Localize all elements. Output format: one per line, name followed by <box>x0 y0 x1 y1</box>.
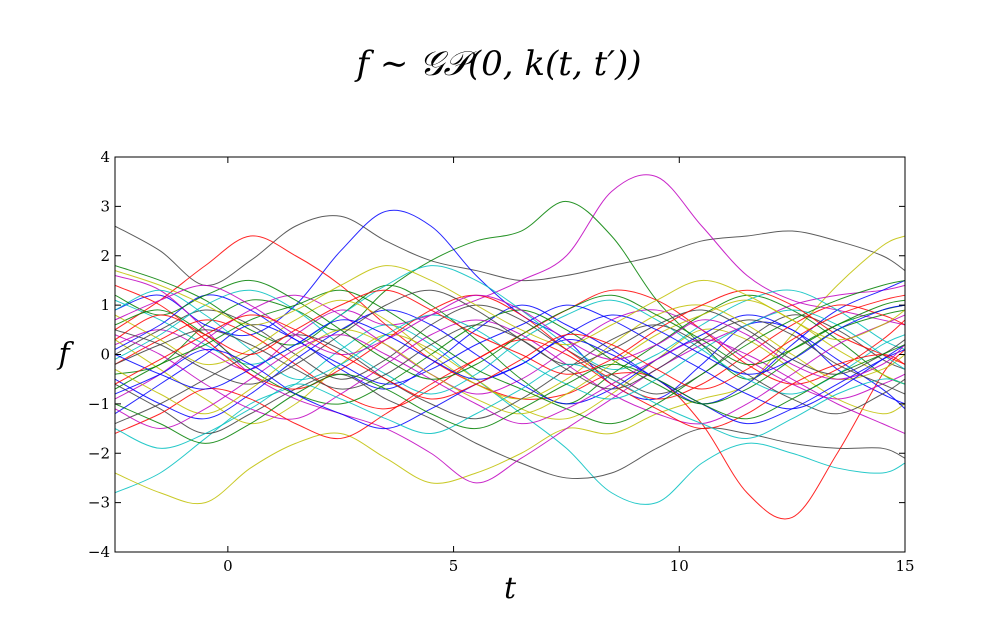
series-line-7 <box>115 235 905 520</box>
y-axis-label: f <box>56 337 74 372</box>
axis-ticks: 0 5 10 15 −4 −3 −2 −1 0 1 2 3 4 <box>88 148 915 575</box>
y-tick-label: −3 <box>88 494 110 512</box>
series-line-31 <box>115 279 905 380</box>
y-tick-label: 4 <box>100 148 110 166</box>
series-line-19 <box>115 284 905 400</box>
series-line-34 <box>115 363 905 449</box>
y-tick-label: 1 <box>100 296 110 314</box>
y-tick-label: −1 <box>88 395 110 413</box>
x-tick-label: 5 <box>449 557 459 575</box>
x-axis-label: t <box>504 571 517 606</box>
y-tick-label: 3 <box>100 197 110 215</box>
series-line-39 <box>115 304 905 390</box>
series-line-37 <box>115 284 905 380</box>
x-tick-label: 0 <box>223 557 233 575</box>
y-tick-label: −4 <box>88 543 110 561</box>
x-tick-label: 15 <box>895 557 914 575</box>
series-line-1 <box>115 215 905 286</box>
series-line-38 <box>115 344 905 444</box>
series-line-36 <box>115 319 905 395</box>
y-tick-label: −2 <box>88 444 110 462</box>
series-line-30 <box>115 334 905 434</box>
chart-title: f ∼ 𝒢𝒫(0, k(t, t′)) <box>354 44 642 84</box>
plot-frame <box>114 156 906 553</box>
series-lines <box>115 174 905 520</box>
series-line-35 <box>115 265 905 346</box>
series-line-18 <box>115 309 905 420</box>
series-line-8 <box>115 373 905 480</box>
series-line-33 <box>115 289 905 375</box>
y-tick-label: 0 <box>100 346 110 364</box>
y-tick-label: 2 <box>100 247 110 265</box>
series-line-40 <box>115 294 905 400</box>
x-tick-label: 10 <box>670 557 689 575</box>
